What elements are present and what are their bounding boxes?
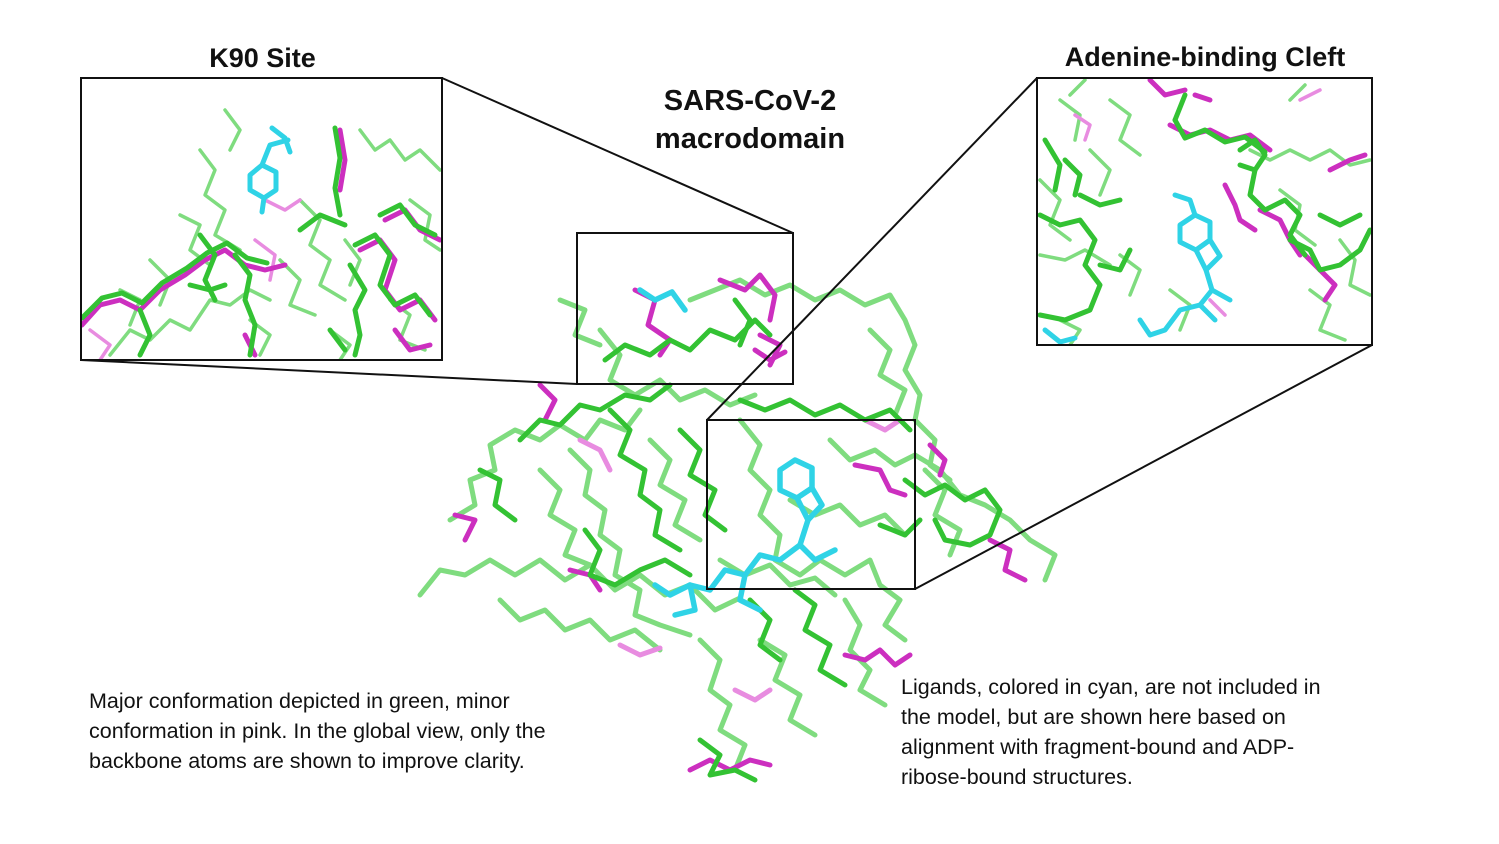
caption-right-line: alignment with fragment-bound and ADP- [901, 735, 1295, 759]
k90-region-box [576, 232, 794, 385]
k90-site-title: K90 Site [209, 43, 316, 73]
caption-right-line: Ligands, colored in cyan, are not includ… [901, 675, 1321, 699]
macrodomain-title-line2: macrodomain [654, 122, 846, 155]
caption-right-line: ribose-bound structures. [901, 765, 1133, 789]
cleft-region-box [706, 419, 916, 590]
caption-left-line: backbone atoms are shown to improve clar… [89, 749, 525, 773]
macrodomain-structure [417, 272, 1058, 783]
zoom-connectors [80, 77, 1373, 590]
macrodomain-title: SARS-CoV-2 macrodomain [600, 83, 900, 158]
backbone-minor-light-pink [577, 417, 903, 703]
adenine-cleft-title: Adenine-binding Cleft [1064, 42, 1346, 72]
caption-left-line: Major conformation depicted in green, mi… [89, 689, 510, 713]
ligand-global [637, 287, 838, 618]
macrodomain-title-line1: SARS-CoV-2 [663, 85, 837, 117]
backbone-light-green [417, 277, 1058, 773]
cleft-inset [1036, 77, 1373, 346]
k90-inset [80, 77, 443, 361]
caption-conformation-legend: Major conformation depicted in green, mi… [89, 686, 546, 776]
caption-left-line: conformation in pink. In the global view… [89, 719, 546, 743]
caption-ligand-note: Ligands, colored in cyan, are not includ… [901, 672, 1321, 792]
caption-right-line: the model, but are shown here based on [901, 705, 1286, 729]
